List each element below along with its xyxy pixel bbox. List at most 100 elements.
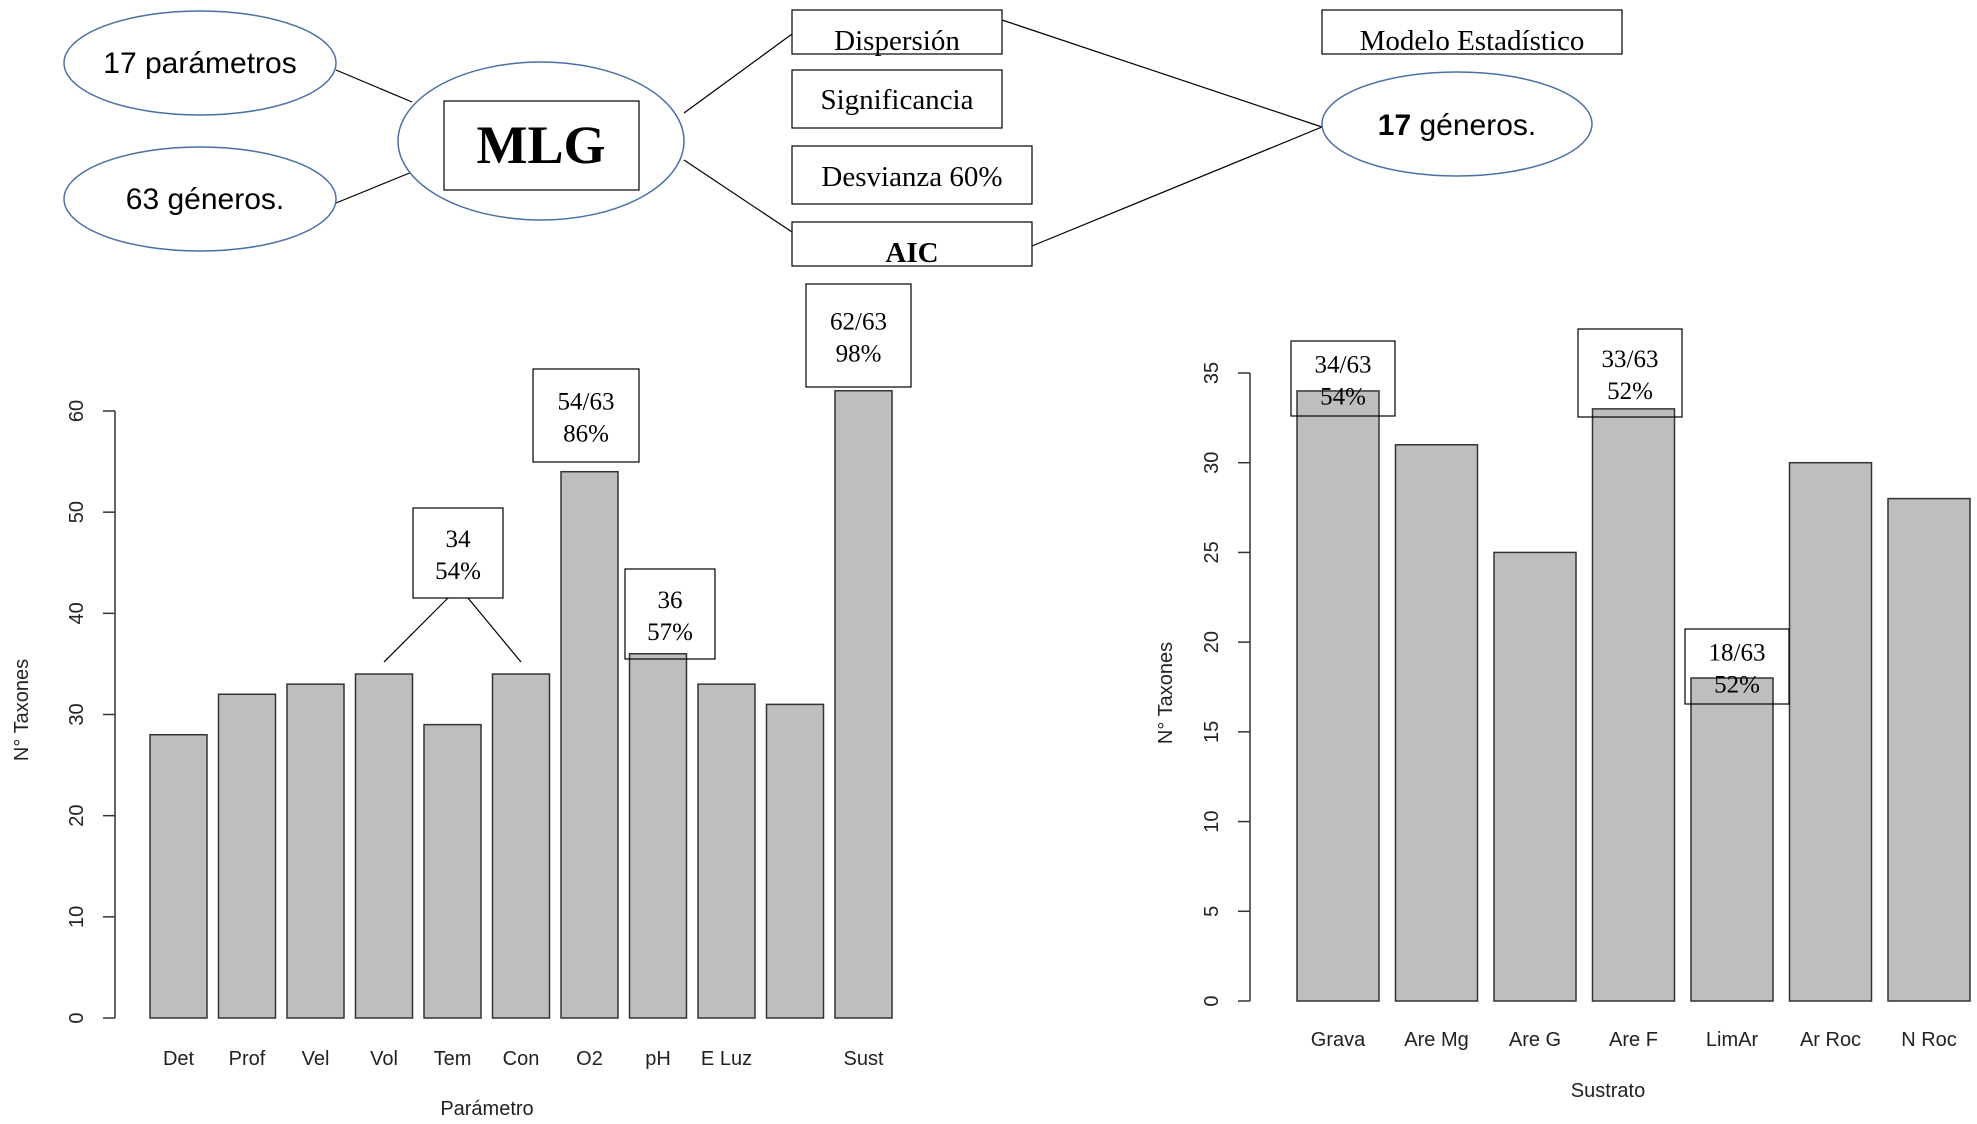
parameter-x-tick-label: Vol — [370, 1048, 398, 1070]
substrate-bar — [1788, 461, 1873, 1002]
criterion-box-dispersion — [791, 9, 1003, 55]
parameter-y-tick-label: 30 — [66, 703, 88, 725]
substrate-y-tick-label: 15 — [1201, 721, 1223, 743]
substrate-annotation-text: 52% — [1607, 378, 1653, 405]
parameter-annotation-box — [805, 283, 912, 388]
substrate-x-tick-labels: Grava Are Mg Are G Are F LimAr Ar Roc N Roc — [1311, 1029, 1957, 1051]
parameter-bar — [628, 653, 688, 1019]
parameter-annotation-text: 54% — [435, 558, 481, 585]
parameter-annotation-text: 98% — [836, 341, 882, 368]
parameter-x-tick-label: E Luz — [701, 1048, 752, 1070]
result-ellipse — [1321, 71, 1593, 177]
substrate-x-tick-label: Are F — [1609, 1029, 1658, 1051]
parameter-y-tick-label: 0 — [66, 1012, 88, 1023]
substrate-annotation-box — [1290, 340, 1396, 417]
parameter-annotation-text: 54/63 — [558, 389, 615, 416]
parameter-x-tick-label: Det — [163, 1048, 195, 1070]
parameter-bar — [354, 673, 414, 1019]
parameter-annotation-text: 57% — [647, 619, 693, 646]
model-diagram: 17 parámetros 63 géneros. MLG Dispersión… — [63, 9, 1623, 269]
substrate-annotation-text: 33/63 — [1602, 346, 1659, 373]
parameter-y-tick-label: 10 — [66, 906, 88, 928]
substrate-x-tick-label: Ar Roc — [1800, 1029, 1861, 1051]
substrate-y-tick-label: 35 — [1201, 362, 1223, 384]
parameter-annotation-box — [624, 568, 716, 660]
parameter-y-tick-label: 60 — [66, 400, 88, 422]
criterion-box-significance — [791, 69, 1003, 129]
parameter-x-tick-label: O2 — [576, 1048, 603, 1070]
parameter-x-tick-label: pH — [645, 1048, 671, 1070]
parameter-bar — [423, 723, 482, 1019]
parameter-annotations: 34 54% 54/63 86% 36 57% 62/63 98% — [383, 283, 912, 663]
parameter-x-tick-label: Prof — [229, 1048, 266, 1070]
substrate-x-tick-label: LimAr — [1706, 1029, 1759, 1051]
parameter-bar — [765, 703, 825, 1019]
parameter-bar — [491, 673, 551, 1019]
connector-parameters-mlg — [335, 69, 413, 103]
connector-mlg-aic — [683, 159, 793, 233]
parameter-bar-chart: 0 10 20 30 40 50 60 Det Prof Vel Vol Tem Con O2 pH E L… — [11, 283, 912, 1120]
criterion-box-aic — [791, 221, 1033, 267]
connector-mlg-dispersion — [683, 33, 793, 114]
parameter-annotation-leader — [467, 597, 522, 663]
parameter-x-tick-label: Sust — [843, 1048, 883, 1070]
result-text: géneros. — [1411, 109, 1536, 142]
substrate-y-tick-label: 25 — [1201, 541, 1223, 563]
substrate-annotation-text: 52% — [1714, 672, 1760, 699]
substrate-bar-chart: 0 5 10 15 20 25 30 35 Grava Are Mg Are G Are F LimA… — [1155, 328, 1971, 1102]
parameter-annotation-box — [532, 368, 640, 463]
substrate-annotation-text: 18/63 — [1709, 640, 1766, 667]
substrate-y-tick-label: 5 — [1201, 906, 1223, 917]
result-label: 17 géneros. — [1378, 109, 1536, 142]
parameters-label: 17 parámetros — [103, 47, 296, 80]
genera-ellipse — [63, 146, 337, 252]
parameter-y-axis: 0 10 20 30 40 50 60 — [66, 400, 116, 1024]
parameter-y-tick-label: 20 — [66, 805, 88, 827]
substrate-annotations: 34/63 54% 33/63 52% 18/63 52% — [1290, 328, 1790, 705]
model-box — [1321, 9, 1623, 55]
parameter-y-tick-label: 50 — [66, 501, 88, 523]
criterion-dispersion: Dispersión — [834, 25, 960, 57]
substrate-bar — [1591, 408, 1676, 1002]
model-label: Modelo Estadístico — [1360, 25, 1585, 57]
substrate-annotation-text: 54% — [1320, 384, 1366, 411]
parameter-bar — [834, 390, 893, 1019]
substrate-bar — [1296, 390, 1380, 1002]
criterion-significance: Significancia — [820, 84, 973, 116]
substrate-x-tick-label: N Roc — [1901, 1029, 1957, 1051]
substrate-y-tick-label: 10 — [1201, 810, 1223, 832]
substrate-annotation-box — [1577, 328, 1683, 418]
substrate-bar — [1887, 497, 1971, 1002]
substrate-annotation-box — [1684, 628, 1790, 705]
parameters-ellipse — [63, 10, 337, 116]
parameter-x-tick-label: Con — [503, 1048, 540, 1070]
parameter-bar — [286, 683, 345, 1019]
substrate-bar — [1394, 444, 1479, 1002]
parameter-bar — [697, 683, 756, 1019]
substrate-bar — [1493, 551, 1577, 1002]
connector-aic-result — [1031, 126, 1323, 247]
criterion-aic: AIC — [885, 237, 938, 269]
parameter-annotation-text: 86% — [563, 421, 609, 448]
parameter-bar — [217, 693, 277, 1019]
parameter-annotation-leader — [383, 597, 449, 663]
parameter-x-tick-labels: Det Prof Vel Vol Tem Con O2 pH E Luz Sust — [163, 1048, 884, 1070]
genera-label: 63 géneros. — [126, 183, 284, 216]
parameter-x-tick-label: Vel — [302, 1048, 330, 1070]
parameter-bars — [149, 390, 893, 1019]
parameter-y-tick-label: 40 — [66, 602, 88, 624]
substrate-bar — [1690, 677, 1774, 1002]
parameter-annotation-text: 62/63 — [830, 309, 887, 336]
connector-dispersion-result — [1001, 19, 1323, 128]
mlg-label: MLG — [477, 115, 606, 175]
parameter-annotation-text: 36 — [658, 587, 683, 614]
substrate-x-tick-label: Grava — [1311, 1029, 1366, 1051]
parameter-bar — [149, 733, 208, 1019]
substrate-annotation-text: 34/63 — [1315, 352, 1372, 379]
parameter-x-tick-label: Tem — [434, 1048, 472, 1070]
substrate-y-axis: 0 5 10 15 20 25 30 35 — [1201, 362, 1251, 1007]
parameter-annotation-box — [412, 507, 504, 599]
substrate-y-tick-label: 30 — [1201, 452, 1223, 474]
substrate-x-tick-label: Are Mg — [1404, 1029, 1468, 1051]
